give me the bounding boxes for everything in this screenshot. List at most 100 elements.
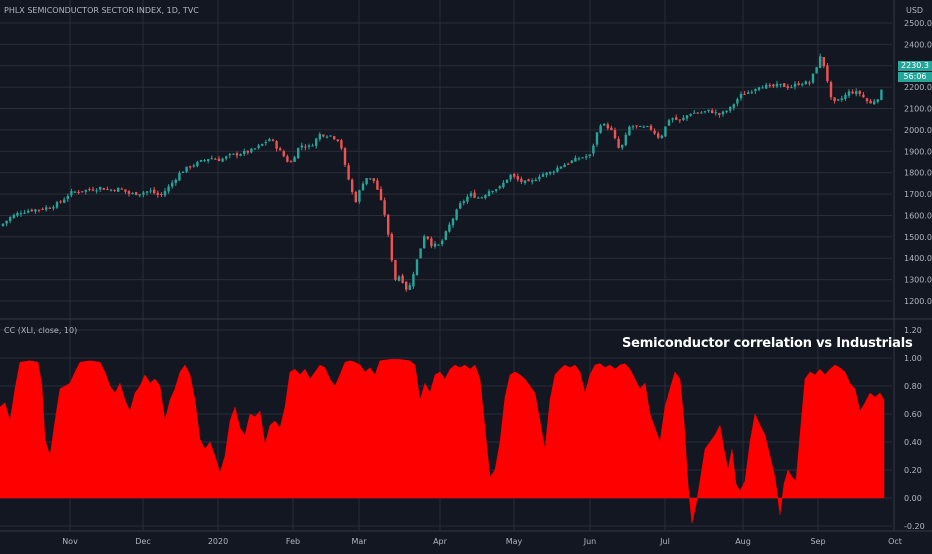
candle-body <box>102 188 105 190</box>
candle-body <box>167 186 170 192</box>
candle-body <box>880 89 883 100</box>
price-tick-label: 1300.0 <box>904 276 932 285</box>
candle-body <box>819 56 822 68</box>
candle-body <box>232 153 235 155</box>
candle-body <box>671 118 674 120</box>
candle-body <box>55 202 59 208</box>
candle-body <box>113 190 116 192</box>
candle-body <box>379 189 383 200</box>
candle-body <box>156 192 159 196</box>
candle-body <box>599 125 602 133</box>
candle-body <box>293 157 296 162</box>
candle-body <box>714 112 717 114</box>
candle-body <box>531 180 534 182</box>
candle-body <box>361 183 365 191</box>
candle-body <box>757 87 761 90</box>
corr-tick-label: 0.40 <box>904 438 922 447</box>
candle-body <box>99 187 102 190</box>
candle-body <box>163 191 167 196</box>
candle-body <box>34 209 37 212</box>
candle-body <box>574 157 577 162</box>
candle-body <box>250 148 253 153</box>
candle-body <box>437 244 440 246</box>
candle-body <box>253 148 257 150</box>
candle-body <box>282 151 285 157</box>
candle-body <box>775 83 779 87</box>
candle-body <box>401 275 404 283</box>
candle-body <box>462 201 465 203</box>
candle-body <box>196 161 199 167</box>
candle-body <box>63 199 66 203</box>
candle-body <box>358 190 361 202</box>
candle-body <box>221 158 224 162</box>
candle-body <box>397 276 401 281</box>
candle-body <box>606 124 609 129</box>
x-tick-label: Mar <box>351 537 367 546</box>
candle-body <box>142 192 145 195</box>
candle-body <box>70 191 73 196</box>
candle-body <box>747 92 750 94</box>
candle-body <box>588 154 591 156</box>
candle-body <box>88 189 91 191</box>
candle-body <box>117 187 120 192</box>
candle-body <box>711 110 714 114</box>
candle-body <box>480 197 483 199</box>
price-tick-label: 1500.0 <box>904 233 932 242</box>
candle-body <box>595 132 599 145</box>
candle-body <box>138 194 141 196</box>
candle-body <box>556 167 559 172</box>
candle-body <box>585 156 588 158</box>
candle-body <box>289 161 293 163</box>
candle-body <box>145 191 149 193</box>
candle-body <box>12 214 15 219</box>
candle-body <box>786 86 789 88</box>
candle-body <box>300 145 303 148</box>
candle-body <box>430 238 433 247</box>
candle-body <box>351 179 354 193</box>
candle-body <box>394 260 397 280</box>
countdown-badge: 56:06 <box>898 72 932 82</box>
x-tick-label: Jul <box>659 537 670 546</box>
candle-body <box>135 192 138 196</box>
symbol-title: PHLX SEMICONDUCTOR SECTOR INDEX, 1D, TVC <box>4 6 199 15</box>
candle-body <box>505 179 509 183</box>
candle-body <box>203 160 206 162</box>
candle-body <box>610 127 613 131</box>
price-tick-label: 1800.0 <box>904 169 932 178</box>
last-price-badge: 2230.3 <box>898 61 932 71</box>
candle-body <box>372 178 375 181</box>
candle-body <box>873 101 876 105</box>
candle-body <box>109 189 113 191</box>
candle-body <box>91 189 95 191</box>
candle-body <box>837 99 840 101</box>
candle-body <box>577 158 581 160</box>
candle-body <box>19 213 23 215</box>
candle-body <box>459 203 462 209</box>
candle-body <box>559 166 563 169</box>
candle-body <box>761 87 764 89</box>
candle-body <box>693 112 696 114</box>
candle-body <box>563 164 566 168</box>
candle-body <box>783 83 786 87</box>
candle-body <box>66 196 69 199</box>
candle-body <box>732 104 735 108</box>
candle-body <box>16 212 19 216</box>
x-tick-label: Apr <box>433 537 448 546</box>
chart-annotation: Semiconductor correlation vs Industrials <box>622 336 913 351</box>
candle-body <box>549 171 552 174</box>
candle-body <box>181 171 185 173</box>
candle-body <box>23 212 26 214</box>
candle-body <box>664 126 667 137</box>
candle-body <box>376 180 379 190</box>
corr-tick-label: 0.60 <box>904 410 922 419</box>
candle-body <box>685 115 689 119</box>
candle-body <box>498 186 501 189</box>
x-tick-label: Nov <box>62 537 78 546</box>
candle-body <box>9 217 12 221</box>
candle-body <box>660 135 663 139</box>
candle-body <box>124 189 127 192</box>
candle-body <box>707 109 710 111</box>
price-tick-label: 1400.0 <box>904 254 932 263</box>
candle-body <box>538 176 541 180</box>
